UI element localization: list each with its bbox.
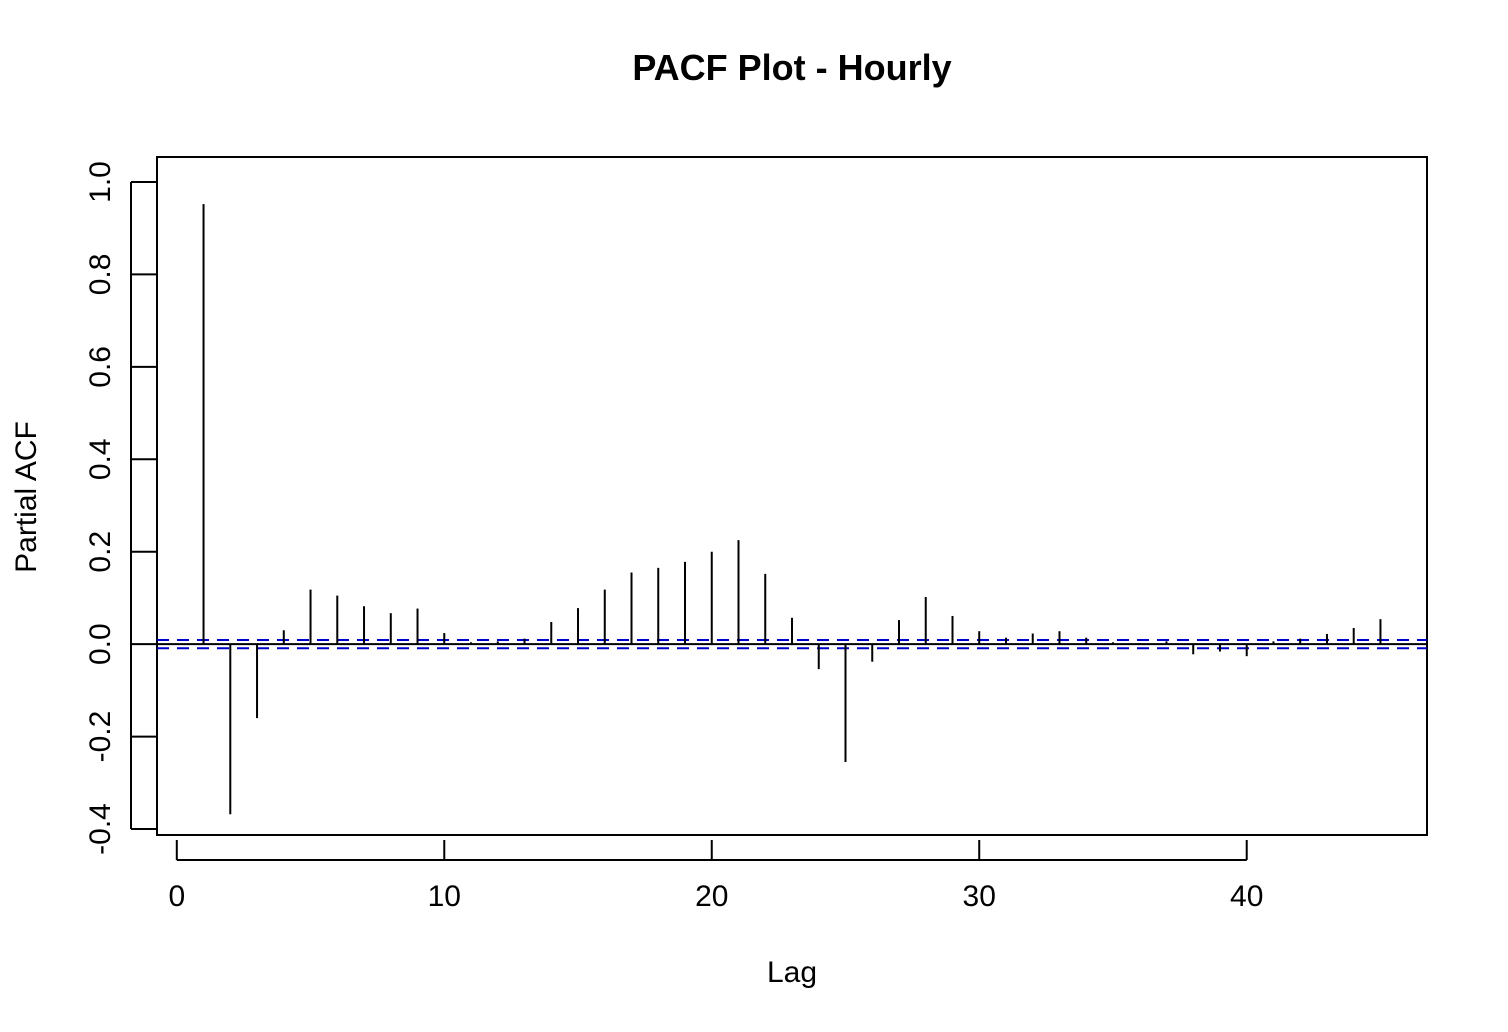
x-tick-label: 30 [963, 880, 996, 913]
y-tick-label: -0.4 [84, 803, 117, 855]
y-axis: -0.4 -0.2 0.0 0.2 0.4 0.6 0.8 1.0 [84, 161, 156, 855]
x-tick-label: 0 [168, 880, 185, 913]
plot-frame [156, 156, 1428, 836]
y-tick-label: 0.2 [84, 531, 117, 573]
x-tick-label: 10 [428, 880, 461, 913]
y-tick-label: 0.4 [84, 438, 117, 480]
y-tick-label: 1.0 [84, 161, 117, 203]
y-tick-label: 0.0 [84, 623, 117, 665]
y-tick-label: 0.8 [84, 254, 117, 296]
chart-title: PACF Plot - Hourly [632, 47, 951, 88]
pacf-spikes [157, 204, 1427, 815]
y-axis-label: Partial ACF [10, 421, 43, 573]
x-tick-label: 20 [695, 880, 728, 913]
y-tick-label: 0.6 [84, 346, 117, 388]
x-axis: 0 10 20 30 40 [168, 840, 1263, 913]
confidence-bounds [157, 638, 1427, 650]
x-tick-label: 40 [1230, 880, 1263, 913]
y-tick-label: -0.2 [84, 711, 117, 763]
x-axis-label: Lag [767, 956, 817, 989]
